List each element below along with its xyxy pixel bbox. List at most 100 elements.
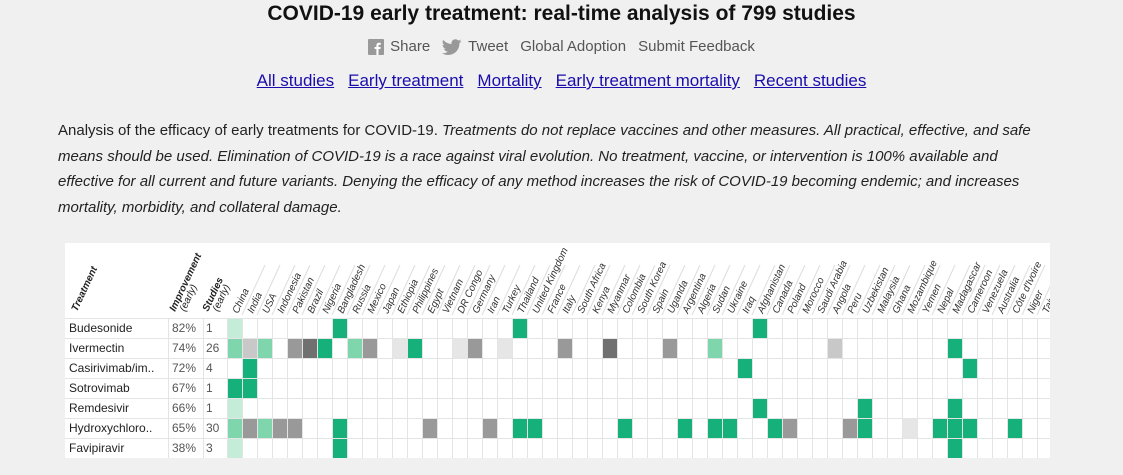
cell-casirivimab-im-cameroon[interactable] xyxy=(962,358,977,378)
treatment-name-remdesivir[interactable]: Remdesivir xyxy=(69,401,129,415)
country-header-divider xyxy=(391,264,416,316)
description-disclaimer: Treatments do not replace vaccines and o… xyxy=(58,122,1031,216)
share-button[interactable]: Share xyxy=(368,38,430,55)
cell-ivermectin-turkey[interactable] xyxy=(497,338,512,358)
cell-hydroxychloro-pakistan[interactable] xyxy=(287,418,302,438)
tweet-button[interactable]: Tweet xyxy=(442,38,508,55)
cell-hydroxychloro-iran[interactable] xyxy=(482,418,497,438)
country-header-divider xyxy=(481,264,506,316)
description: Analysis of the efficacy of early treatm… xyxy=(58,118,1048,220)
cell-hydroxychloro-peru[interactable] xyxy=(842,418,857,438)
country-label-taiwan: Taiwan xyxy=(1041,282,1050,315)
country-header-divider xyxy=(646,264,671,316)
cell-hydroxychloro-madagascar[interactable] xyxy=(947,418,962,438)
cell-favipiravir-bangladesh[interactable] xyxy=(332,438,347,458)
cell-ivermectin-philippines[interactable] xyxy=(407,338,422,358)
cell-ivermectin-india[interactable] xyxy=(242,338,257,358)
cell-budesonide-china[interactable] xyxy=(227,318,242,338)
treatment-name-hydroxychloro[interactable]: Hydroxychloro.. xyxy=(69,421,152,435)
cell-hydroxychloro-poland[interactable] xyxy=(782,418,797,438)
cell-remdesivir-madagascar[interactable] xyxy=(947,398,962,418)
country-header-divider xyxy=(526,264,551,316)
cell-hydroxychloro-india[interactable] xyxy=(242,418,257,438)
cell-casirivimab-im-india[interactable] xyxy=(242,358,257,378)
cell-hydroxychloro-cameroon[interactable] xyxy=(962,418,977,438)
country-header-divider xyxy=(841,264,866,316)
cell-hydroxychloro-colombia[interactable] xyxy=(617,418,632,438)
cell-hydroxychloro-ukraine[interactable] xyxy=(722,418,737,438)
cell-ivermectin-uganda[interactable] xyxy=(662,338,677,358)
cell-ivermectin-russia[interactable] xyxy=(347,338,362,358)
nav-early-treatment[interactable]: Early treatment xyxy=(348,71,464,90)
submit-feedback-link[interactable]: Submit Feedback xyxy=(638,38,755,55)
cell-hydroxychloro-united-kingdom[interactable] xyxy=(527,418,542,438)
country-header-divider xyxy=(466,264,491,316)
cell-hydroxychloro-nepal[interactable] xyxy=(932,418,947,438)
cell-hydroxychloro-argentina[interactable] xyxy=(677,418,692,438)
cell-ivermectin-nigeria[interactable] xyxy=(317,338,332,358)
cell-remdesivir-china[interactable] xyxy=(227,398,242,418)
global-adoption-link[interactable]: Global Adoption xyxy=(520,38,627,55)
cell-ivermectin-mexico[interactable] xyxy=(362,338,377,358)
treatment-country-table: Treatment Improvement (early) Studies (early… xyxy=(65,243,1050,458)
nav-recent-studies[interactable]: Recent studies xyxy=(753,71,867,90)
country-header-divider xyxy=(631,264,656,316)
cell-hydroxychloro-china[interactable] xyxy=(227,418,242,438)
country-header-divider xyxy=(511,264,536,316)
cell-hydroxychloro-bangladesh[interactable] xyxy=(332,418,347,438)
cell-hydroxychloro-usa[interactable] xyxy=(257,418,272,438)
treatment-name-favipiravir[interactable]: Favipiravir xyxy=(69,441,124,455)
country-header-divider xyxy=(811,264,836,316)
cell-casirivimab-im-iraq[interactable] xyxy=(737,358,752,378)
nav-mortality[interactable]: Mortality xyxy=(477,71,542,90)
studies-count: 3 xyxy=(206,441,213,455)
cell-sotrovimab-india[interactable] xyxy=(242,378,257,398)
cell-ivermectin-dr-congo[interactable] xyxy=(452,338,467,358)
nav-all-studies[interactable]: All studies xyxy=(256,71,335,90)
cell-favipiravir-madagascar[interactable] xyxy=(947,438,962,458)
cell-hydroxychloro-c-te-d-ivoire[interactable] xyxy=(1007,418,1022,438)
treatment-name-budesonide[interactable]: Budesonide xyxy=(69,321,133,335)
cell-remdesivir-afghanistan[interactable] xyxy=(752,398,767,418)
studies-count: 1 xyxy=(206,381,213,395)
treatment-name-casirivimab-im[interactable]: Casirivimab/im.. xyxy=(69,361,154,375)
country-header-divider xyxy=(661,264,686,316)
country-header-divider xyxy=(961,264,986,316)
cell-favipiravir-china[interactable] xyxy=(227,438,242,458)
country-header-divider xyxy=(886,264,911,316)
cell-ivermectin-myanmar[interactable] xyxy=(602,338,617,358)
cell-hydroxychloro-mozambique[interactable] xyxy=(902,418,917,438)
cell-hydroxychloro-indonesia[interactable] xyxy=(272,418,287,438)
treatment-name-sotrovimab[interactable]: Sotrovimab xyxy=(69,381,130,395)
cell-ivermectin-brazil[interactable] xyxy=(302,338,317,358)
cell-ivermectin-usa[interactable] xyxy=(257,338,272,358)
cell-remdesivir-uzbekistan[interactable] xyxy=(857,398,872,418)
country-header-divider xyxy=(691,264,716,316)
cell-hydroxychloro-thailand[interactable] xyxy=(512,418,527,438)
cell-ivermectin-germany[interactable] xyxy=(467,338,482,358)
country-header-divider xyxy=(346,264,371,316)
cell-budesonide-thailand[interactable] xyxy=(512,318,527,338)
cell-ivermectin-ethiopia[interactable] xyxy=(392,338,407,358)
cell-hydroxychloro-uzbekistan[interactable] xyxy=(857,418,872,438)
cell-ivermectin-sudan[interactable] xyxy=(707,338,722,358)
cell-hydroxychloro-canada[interactable] xyxy=(767,418,782,438)
cell-budesonide-afghanistan[interactable] xyxy=(752,318,767,338)
cell-sotrovimab-china[interactable] xyxy=(227,378,242,398)
improvement-value: 74% xyxy=(172,341,196,355)
nav-early-treatment-mortality[interactable]: Early treatment mortality xyxy=(555,71,740,90)
country-header-divider xyxy=(781,264,806,316)
country-header-divider xyxy=(976,264,1001,316)
cell-ivermectin-madagascar[interactable] xyxy=(947,338,962,358)
cell-budesonide-bangladesh[interactable] xyxy=(332,318,347,338)
cell-ivermectin-pakistan[interactable] xyxy=(287,338,302,358)
country-header-divider xyxy=(271,264,296,316)
cell-hydroxychloro-sudan[interactable] xyxy=(707,418,722,438)
cell-ivermectin-china[interactable] xyxy=(227,338,242,358)
country-header-divider xyxy=(1036,285,1050,316)
country-header-divider xyxy=(1006,264,1031,316)
cell-ivermectin-italy[interactable] xyxy=(557,338,572,358)
cell-hydroxychloro-egypt[interactable] xyxy=(422,418,437,438)
cell-ivermectin-angola[interactable] xyxy=(827,338,842,358)
treatment-name-ivermectin[interactable]: Ivermectin xyxy=(69,341,124,355)
